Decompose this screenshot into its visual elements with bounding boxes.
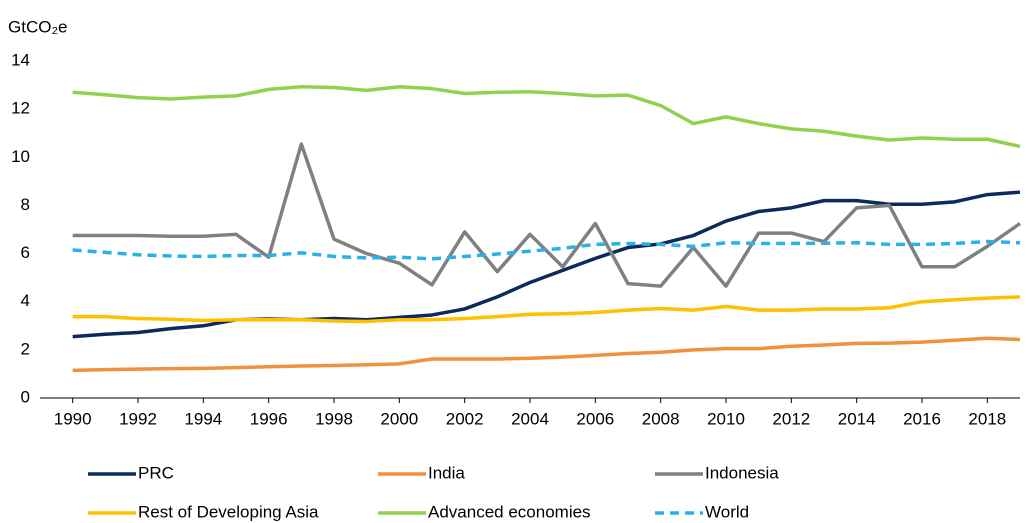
x-tick-label: 2018 (968, 409, 1006, 428)
x-tick-label: 2008 (642, 409, 680, 428)
x-tick-label: 2004 (511, 409, 549, 428)
legend-label: PRC (138, 463, 174, 482)
legend-label: Rest of Developing Asia (138, 502, 319, 521)
y-tick-label: 8 (21, 195, 30, 214)
legend-label: India (428, 463, 465, 482)
x-tick-label: 2000 (380, 409, 418, 428)
legend-label: Advanced economies (428, 502, 591, 521)
x-tick-label: 2016 (903, 409, 941, 428)
x-tick-label: 1992 (119, 409, 157, 428)
x-tick-label: 1990 (54, 409, 92, 428)
series-line (72, 295, 1021, 324)
x-tick-label: 2012 (772, 409, 810, 428)
series-line (72, 85, 1021, 149)
legend-label: World (705, 502, 749, 521)
y-tick-label: 12 (11, 99, 30, 118)
series-line (72, 336, 1021, 373)
series-line (72, 142, 1022, 288)
y-axis-label: GtCO₂e (8, 17, 68, 36)
y-tick-label: 4 (21, 291, 30, 310)
x-tick-label: 1994 (184, 409, 222, 428)
y-tick-label: 6 (21, 243, 30, 262)
x-tick-label: 2014 (838, 409, 876, 428)
y-tick-label: 0 (21, 387, 30, 406)
series-line (72, 239, 1021, 261)
x-tick-label: 2010 (707, 409, 745, 428)
y-tick-label: 2 (21, 339, 30, 358)
x-tick-label: 1996 (250, 409, 288, 428)
x-tick-label: 1998 (315, 409, 353, 428)
y-tick-label: 10 (11, 147, 30, 166)
x-tick-label: 2006 (576, 409, 614, 428)
legend-label: Indonesia (705, 463, 779, 482)
y-tick-label: 14 (11, 50, 30, 69)
x-tick-label: 2002 (446, 409, 484, 428)
